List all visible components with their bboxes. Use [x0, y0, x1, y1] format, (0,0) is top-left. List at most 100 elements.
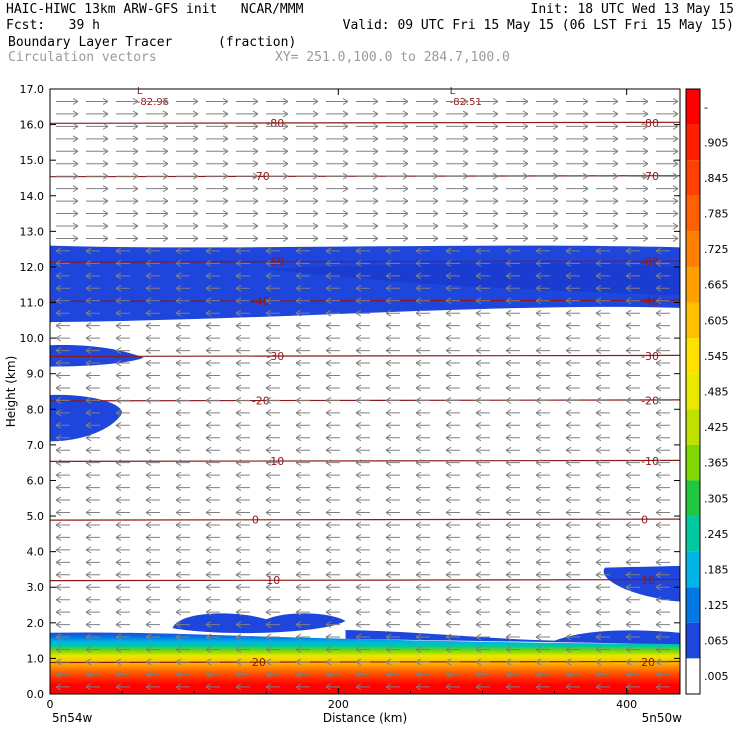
circulation-vector — [625, 633, 640, 641]
circulation-vector — [475, 359, 490, 367]
circulation-vector — [145, 309, 160, 317]
circulation-vector — [535, 509, 550, 516]
circulation-vector — [536, 122, 559, 130]
circulation-vector — [386, 172, 409, 180]
circulation-vector — [535, 521, 550, 529]
contour-label: 20 — [252, 656, 266, 669]
colorbar-swatch — [686, 587, 700, 623]
circulation-vector — [595, 334, 610, 342]
circulation-vector — [175, 496, 190, 504]
circulation-vector — [625, 596, 640, 604]
circulation-vector — [625, 484, 640, 492]
circulation-vector — [595, 646, 610, 653]
plot-frame — [49, 88, 681, 695]
circulation-vector — [326, 135, 349, 143]
circulation-vector — [145, 608, 160, 616]
circulation-vector — [175, 297, 190, 305]
circulation-vector — [535, 347, 550, 355]
circulation-vector — [325, 670, 340, 678]
circulation-vector — [445, 247, 460, 255]
circulation-vector — [445, 421, 460, 429]
circulation-vector — [296, 172, 319, 180]
circulation-vector — [535, 683, 550, 691]
circulation-vector — [56, 210, 79, 217]
circulation-vector — [355, 322, 370, 330]
circulation-vector — [415, 247, 430, 255]
circulation-vector — [566, 147, 589, 155]
circulation-vector — [266, 210, 289, 217]
circulation-vector — [356, 135, 379, 143]
circulation-vector — [326, 235, 349, 242]
circulation-vector — [445, 558, 460, 566]
circulation-vector — [356, 122, 379, 130]
circulation-vector — [625, 683, 640, 691]
circulation-vector — [235, 558, 250, 566]
circulation-vector — [205, 484, 220, 492]
circulation-vector — [145, 496, 160, 504]
circulation-vector — [386, 147, 409, 155]
circulation-vector — [475, 484, 490, 492]
circulation-vector — [505, 284, 520, 292]
circulation-vector — [266, 135, 289, 143]
circulation-vector — [506, 122, 529, 130]
circulation-vector — [595, 670, 610, 678]
circulation-vector — [115, 583, 130, 591]
circulation-vector — [446, 147, 469, 155]
circulation-vector — [236, 210, 259, 217]
circulation-vector — [145, 396, 160, 404]
minimum-value: -82.96 — [137, 97, 169, 108]
circulation-vector — [85, 633, 100, 641]
circulation-vector — [595, 558, 610, 566]
circulation-vector — [415, 646, 430, 653]
circulation-vector — [445, 533, 460, 541]
circulation-vector — [296, 197, 319, 205]
circulation-vector — [265, 272, 280, 280]
circulation-vector — [596, 135, 619, 143]
circulation-vector — [625, 421, 640, 429]
circulation-vector — [655, 471, 670, 479]
colorbar-label: .005 — [704, 670, 729, 683]
colorbar-swatch — [686, 338, 700, 374]
circulation-vector — [265, 658, 280, 666]
circulation-vector — [386, 222, 409, 230]
circulation-vector — [235, 683, 250, 691]
circulation-vector — [235, 546, 250, 554]
circulation-vector — [325, 446, 340, 454]
circulation-vector — [386, 210, 409, 217]
circulation-vector — [475, 297, 490, 305]
circulation-vector — [325, 496, 340, 504]
circulation-vector — [386, 185, 409, 193]
circulation-vector — [205, 633, 220, 641]
circulation-vector — [625, 272, 640, 280]
circulation-vector — [626, 197, 649, 205]
circulation-vector — [145, 409, 160, 417]
circulation-vector — [535, 658, 550, 666]
circulation-vector — [506, 98, 529, 105]
circulation-vector — [295, 359, 310, 367]
circulation-vector — [505, 658, 520, 666]
circulation-vector — [595, 471, 610, 479]
circulation-vector — [235, 347, 250, 355]
circulation-vector — [235, 596, 250, 604]
circulation-vector — [175, 596, 190, 604]
circulation-vector — [475, 434, 490, 442]
circulation-vector — [535, 372, 550, 379]
circulation-vector — [625, 583, 640, 591]
circulation-vector — [416, 222, 439, 230]
circulation-vector — [505, 396, 520, 404]
circulation-vector — [295, 608, 310, 616]
circulation-vector — [355, 384, 370, 392]
colorbar-swatch — [686, 124, 700, 161]
circulation-vector — [415, 384, 430, 392]
circulation-vector — [265, 359, 280, 367]
circulation-vector — [176, 135, 199, 143]
circulation-vector — [535, 583, 550, 591]
circulation-vector — [476, 197, 499, 205]
circulation-vector — [446, 210, 469, 217]
circulation-vector — [355, 334, 370, 342]
colorbar-label: .605 — [704, 314, 729, 327]
circulation-vector — [116, 210, 139, 217]
circulation-vector — [445, 509, 460, 516]
y-tick-label: 9.0 — [27, 368, 45, 381]
circulation-vector — [175, 259, 190, 267]
